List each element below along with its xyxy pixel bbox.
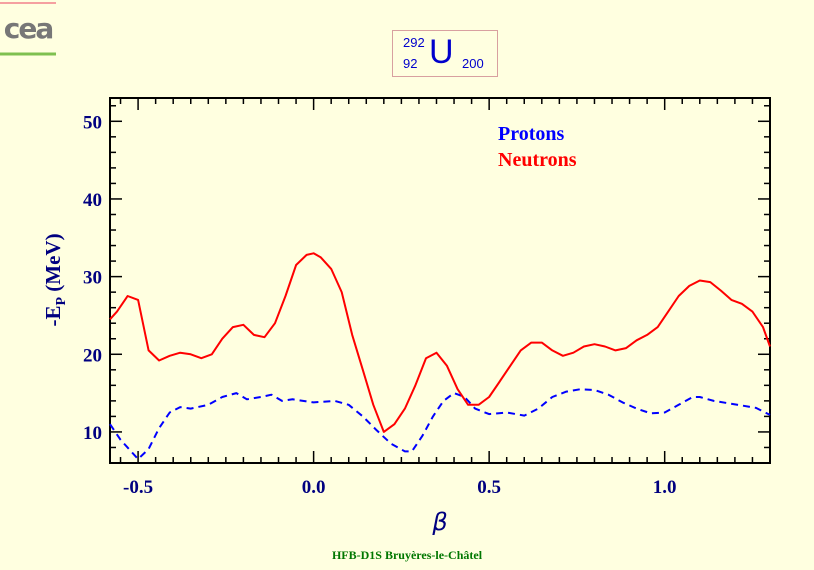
cea-logo-text: cea bbox=[4, 12, 53, 45]
legend-protons: Protons bbox=[498, 123, 565, 145]
x-tick-label: 0.0 bbox=[302, 477, 326, 498]
atomic-number: 92 bbox=[403, 56, 418, 71]
pairing-energy-chart: -0.5 0.0 0.5 1.0 10 20 30 40 50 Protons Neutron… bbox=[41, 97, 771, 536]
element-symbol: U bbox=[429, 33, 454, 71]
axis-ticks bbox=[110, 98, 771, 463]
mass-number: 292 bbox=[403, 35, 425, 50]
y-tick-label: 40 bbox=[83, 190, 102, 211]
neutron-number: 200 bbox=[462, 56, 484, 71]
series-layer bbox=[109, 252, 771, 461]
cea-logo: cea bbox=[0, 2, 56, 56]
x-axis-label: β bbox=[431, 508, 447, 536]
x-tick-labels: -0.5 0.0 0.5 1.0 bbox=[123, 477, 677, 498]
x-tick-label: 0.5 bbox=[477, 477, 501, 498]
y-tick-label: 10 bbox=[83, 423, 102, 444]
x-tick-label: 1.0 bbox=[653, 477, 677, 498]
y-tick-labels: 10 20 30 40 50 bbox=[83, 112, 102, 444]
y-axis-label: -EP (MeV) bbox=[41, 233, 69, 326]
y-tick-label: 30 bbox=[83, 268, 102, 289]
x-tick-label: -0.5 bbox=[123, 477, 153, 498]
y-tick-label: 50 bbox=[83, 112, 102, 133]
series-line-protons bbox=[109, 388, 771, 461]
plot-frame bbox=[109, 97, 771, 464]
nucleus-label-box: 292 92 U 200 bbox=[392, 30, 498, 77]
series-line-neutrons bbox=[109, 252, 771, 433]
y-tick-label: 20 bbox=[83, 345, 102, 366]
legend-neutrons: Neutrons bbox=[498, 149, 577, 171]
credit-footer: HFB-D1S Bruyères-le-Châtel bbox=[331, 548, 483, 562]
